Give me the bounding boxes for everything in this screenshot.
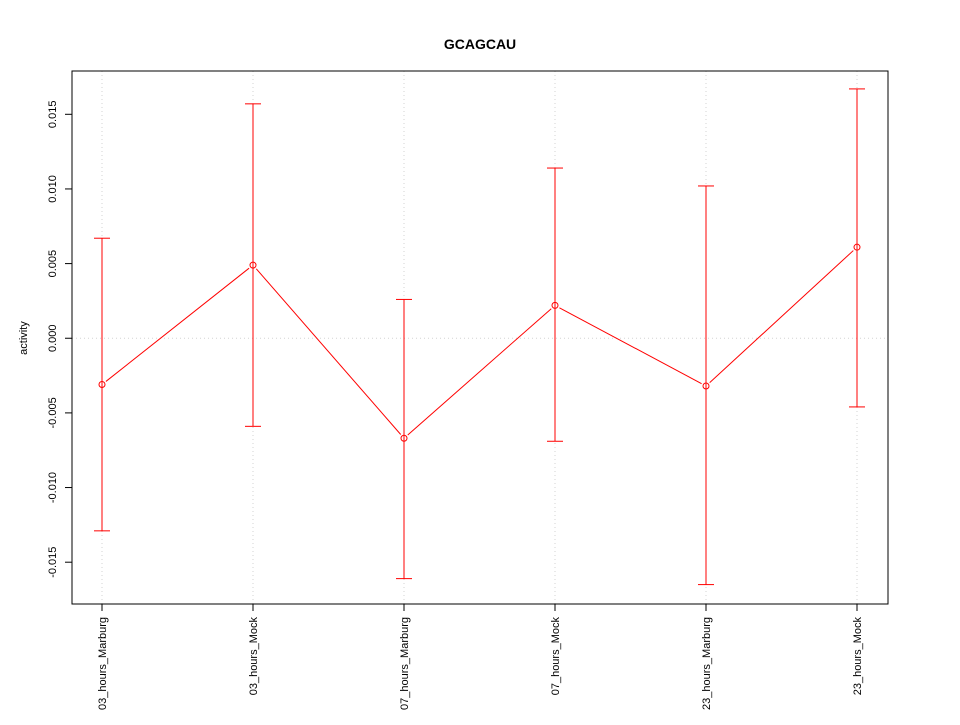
- series-line-segment: [709, 250, 854, 384]
- data-point: [400, 434, 408, 442]
- series-line-segment: [559, 307, 702, 385]
- series-line-segment: [255, 268, 402, 435]
- x-tick-label: 07_hours_Mock: [550, 617, 562, 696]
- axis-layer: -0.015 -0.010 -0.005 0.000 0.005 0.010 0.015 03…: [47, 101, 864, 710]
- data-point: [249, 261, 257, 269]
- plot-frame: [71, 70, 889, 605]
- data-point: [702, 382, 710, 390]
- y-tick-label: 0.015: [47, 101, 59, 129]
- x-tick-label: 07_hours_Marburg: [399, 617, 411, 710]
- series-line-segment: [407, 308, 552, 436]
- data-point: [98, 381, 106, 389]
- data-point: [551, 301, 559, 309]
- x-tick-label: 23_hours_Marburg: [701, 617, 713, 710]
- y-tick-label: 0.000: [47, 324, 59, 352]
- data-point: [853, 243, 861, 251]
- y-tick-label: -0.010: [47, 472, 59, 503]
- y-tick-label: 0.010: [47, 175, 59, 203]
- y-tick-label: -0.005: [47, 397, 59, 428]
- grid-layer: [72, 71, 888, 604]
- data-layer: [94, 88, 865, 586]
- y-axis-label: activity: [18, 321, 30, 355]
- y-tick-label: 0.005: [47, 250, 59, 278]
- x-tick-label: 03_hours_Marburg: [97, 617, 109, 710]
- x-tick-label: 23_hours_Mock: [852, 617, 864, 696]
- series-line-segment: [105, 267, 250, 382]
- chart-title: GCAGCAU: [444, 36, 516, 52]
- x-tick-label: 03_hours_Mock: [248, 617, 260, 696]
- y-tick-label: -0.015: [47, 547, 59, 578]
